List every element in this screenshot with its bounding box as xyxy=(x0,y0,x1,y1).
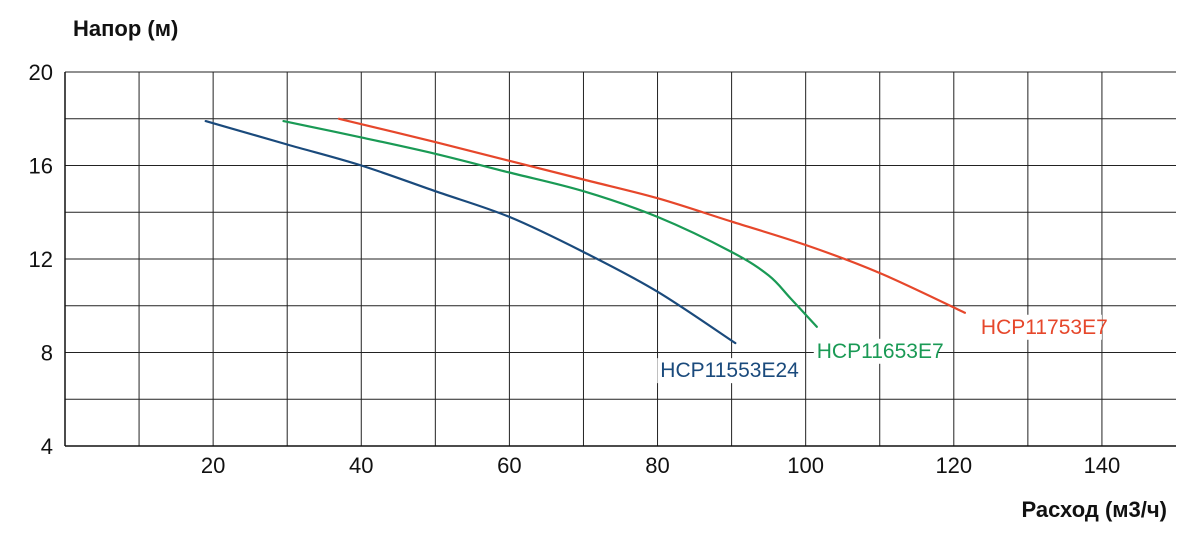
x-tick-label: 40 xyxy=(349,453,373,478)
x-tick-label: 140 xyxy=(1084,453,1121,478)
y-tick-label: 20 xyxy=(29,60,53,85)
series-line-HCP11553E24 xyxy=(204,120,737,345)
x-tick-label: 100 xyxy=(787,453,824,478)
y-tick-label: 12 xyxy=(29,247,53,272)
series-label: HCP11553E24 xyxy=(660,359,799,382)
plot-area: 20 40 60 80 100 120 140 4 8 12 16 20 HCP11553E24 HCP1… xyxy=(29,60,1176,478)
series-label-background xyxy=(813,338,938,364)
x-tick-label: 80 xyxy=(645,453,669,478)
series-label: HCP11653E7 xyxy=(817,340,944,363)
x-tick-label: 60 xyxy=(497,453,521,478)
series-label-background xyxy=(657,358,794,384)
y-tick-label: 8 xyxy=(41,341,53,366)
y-axis-title: Напор (м) xyxy=(73,16,178,41)
x-axis-title: Расход (м3/ч) xyxy=(1021,497,1167,522)
series-label-background xyxy=(977,314,1102,340)
x-tick-label: 120 xyxy=(935,453,972,478)
y-tick-label: 16 xyxy=(29,154,53,179)
x-tick-label: 20 xyxy=(201,453,225,478)
series-line-HCP11653E7 xyxy=(282,120,818,328)
y-tick-label: 4 xyxy=(41,434,53,459)
series-line-HCP11753E7 xyxy=(337,117,966,314)
series-label: HCP11753E7 xyxy=(981,316,1108,339)
